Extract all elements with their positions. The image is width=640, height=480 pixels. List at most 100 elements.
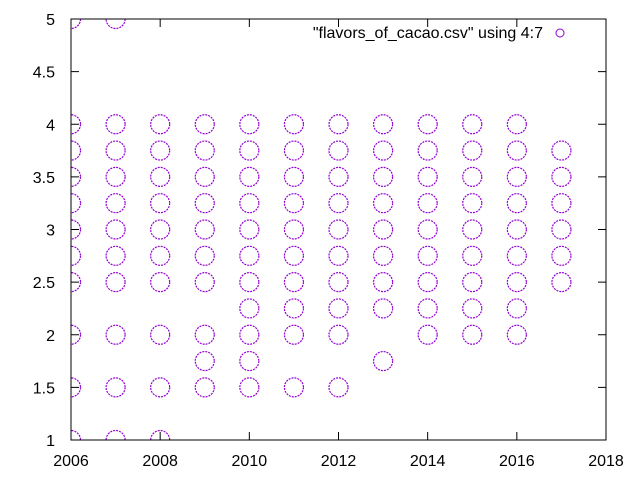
data-point — [462, 298, 483, 319]
data-point — [328, 298, 349, 319]
y-tick-label: 2.5 — [33, 275, 55, 292]
data-point — [71, 193, 82, 214]
x-axis-tick-labels: 2006 2008 2010 2012 2014 2016 2018 — [53, 453, 624, 470]
data-point — [551, 272, 572, 293]
data-point — [506, 166, 527, 187]
data-point — [239, 114, 260, 135]
data-point — [71, 324, 82, 345]
data-point — [372, 193, 394, 214]
data-point — [506, 193, 527, 214]
data-point — [283, 245, 305, 266]
data-point — [328, 377, 349, 398]
data-point — [105, 272, 126, 293]
data-point — [194, 324, 215, 345]
legend-marker — [555, 28, 565, 38]
data-point — [150, 219, 171, 240]
data-point — [551, 140, 572, 161]
data-point — [239, 350, 260, 372]
data-point — [105, 140, 126, 161]
data-point — [328, 140, 349, 161]
data-point — [417, 140, 438, 161]
y-tick-label: 1 — [46, 433, 55, 450]
x-tick-label: 2012 — [321, 453, 357, 470]
y-tick-label: 5 — [46, 12, 55, 29]
data-point — [150, 245, 171, 266]
data-point — [71, 219, 82, 240]
data-point — [283, 114, 305, 135]
data-point — [328, 272, 349, 293]
data-point — [462, 140, 483, 161]
data-point — [105, 166, 126, 187]
data-point — [283, 272, 305, 293]
data-point — [462, 114, 483, 135]
data-point — [551, 193, 572, 214]
data-point — [417, 324, 438, 345]
data-point — [71, 114, 82, 135]
data-point — [283, 140, 305, 161]
data-point — [239, 166, 260, 187]
x-tick-label: 2014 — [410, 453, 446, 470]
data-point — [71, 272, 82, 293]
data-point — [551, 166, 572, 187]
data-point — [105, 324, 126, 345]
data-point — [283, 324, 305, 345]
data-point — [150, 193, 171, 214]
data-point — [283, 298, 305, 319]
data-point — [417, 245, 438, 266]
data-point — [194, 140, 215, 161]
data-point — [372, 298, 394, 319]
data-point — [150, 377, 171, 398]
data-point — [328, 245, 349, 266]
data-point — [372, 114, 394, 135]
plot-frame — [70, 18, 607, 441]
x-tick-label: 2008 — [142, 453, 178, 470]
data-point — [105, 245, 126, 266]
data-point — [194, 350, 215, 372]
data-point — [194, 219, 215, 240]
y-tick-label: 4.5 — [33, 65, 55, 82]
data-point — [239, 193, 260, 214]
data-point — [283, 377, 305, 398]
data-point — [71, 166, 82, 187]
y-tick-label: 4 — [46, 117, 55, 134]
data-point — [417, 298, 438, 319]
data-point — [506, 114, 527, 135]
legend: "flavors_of_cacao.csv" using 4:7 — [313, 25, 565, 42]
data-point — [462, 324, 483, 345]
data-point — [417, 193, 438, 214]
data-point — [150, 114, 171, 135]
data-point — [194, 245, 215, 266]
y-tick-label: 1.5 — [33, 380, 55, 397]
y-axis-tick-labels: 1 1.5 2 2.5 3 3.5 4 4.5 5 — [33, 12, 55, 450]
data-point — [239, 219, 260, 240]
data-points — [71, 19, 572, 440]
data-point — [328, 193, 349, 214]
data-point — [506, 245, 527, 266]
data-point — [417, 219, 438, 240]
data-point — [283, 193, 305, 214]
data-point — [105, 219, 126, 240]
data-point — [328, 324, 349, 345]
x-tick-label: 2016 — [499, 453, 535, 470]
data-point — [462, 193, 483, 214]
data-point — [506, 140, 527, 161]
y-tick-label: 3 — [46, 223, 55, 240]
data-point — [328, 166, 349, 187]
y-tick-label: 3.5 — [33, 170, 55, 187]
data-point — [71, 377, 82, 398]
data-point — [462, 272, 483, 293]
data-point — [105, 377, 126, 398]
x-tick-label: 2006 — [53, 453, 89, 470]
data-point — [239, 272, 260, 293]
data-point — [239, 245, 260, 266]
data-point — [194, 193, 215, 214]
data-point — [372, 350, 394, 372]
data-point — [194, 114, 215, 135]
data-point — [194, 166, 215, 187]
data-point — [194, 272, 215, 293]
data-point — [506, 298, 527, 319]
data-point — [462, 219, 483, 240]
data-point — [71, 245, 82, 266]
data-point — [462, 245, 483, 266]
